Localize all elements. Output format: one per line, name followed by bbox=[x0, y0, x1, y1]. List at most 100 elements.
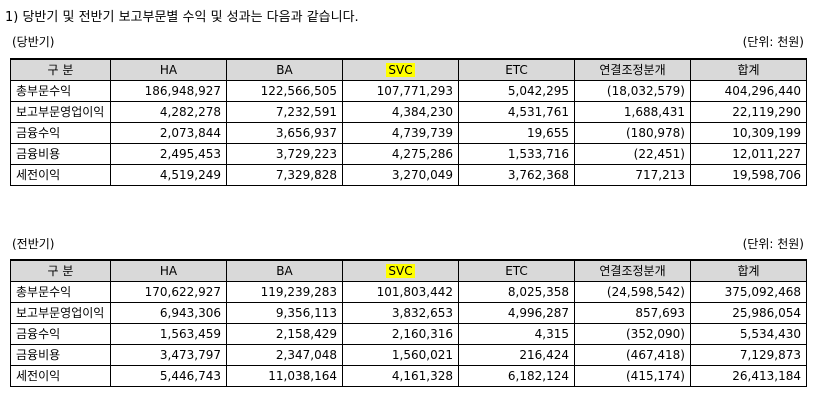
adjustment-value: (415,174) bbox=[574, 364, 691, 387]
current-period-table: 구 분 HA BA SVC ETC 연결조정분개 합계 총부문수익 186,948… bbox=[10, 58, 807, 186]
total-value: 26,413,184 bbox=[690, 364, 807, 387]
svc-value: 4,161,328 bbox=[342, 364, 459, 387]
total-value: 12,011,227 bbox=[690, 142, 807, 165]
adjustment-value: (22,451) bbox=[574, 142, 691, 165]
header-consolidation-adjustment: 연결조정분개 bbox=[574, 259, 691, 282]
row-label: 총부문수익 bbox=[10, 79, 111, 102]
ba-value: 3,729,223 bbox=[226, 142, 343, 165]
ha-value: 170,622,927 bbox=[110, 280, 227, 303]
svc-value: 1,560,021 bbox=[342, 343, 459, 366]
row-label: 보고부문영업이익 bbox=[10, 301, 111, 324]
adjustment-value: (180,978) bbox=[574, 121, 691, 144]
header-consolidation-adjustment: 연결조정분개 bbox=[574, 58, 691, 81]
table-header-row: 구 분 HA BA SVC ETC 연결조정분개 합계 bbox=[10, 259, 807, 282]
ha-value: 2,073,844 bbox=[110, 121, 227, 144]
table-row: 세전이익 5,446,743 11,038,164 4,161,328 6,182,12… bbox=[10, 364, 807, 387]
adjustment-value: 717,213 bbox=[574, 163, 691, 186]
svc-value: 4,275,286 bbox=[342, 142, 459, 165]
etc-value: 19,655 bbox=[458, 121, 575, 144]
total-value: 25,986,054 bbox=[690, 301, 807, 324]
table-header-row: 구 분 HA BA SVC ETC 연결조정분개 합계 bbox=[10, 58, 807, 81]
svc-value: 4,384,230 bbox=[342, 100, 459, 123]
etc-value: 4,531,761 bbox=[458, 100, 575, 123]
ba-value: 7,232,591 bbox=[226, 100, 343, 123]
ba-value: 122,566,505 bbox=[226, 79, 343, 102]
ha-value: 186,948,927 bbox=[110, 79, 227, 102]
header-svc: SVC bbox=[342, 259, 459, 282]
header-ba: BA bbox=[226, 259, 343, 282]
row-label: 금융비용 bbox=[10, 343, 111, 366]
header-etc: ETC bbox=[458, 259, 575, 282]
adjustment-value: 857,693 bbox=[574, 301, 691, 324]
table-row: 보고부문영업이익 6,943,306 9,356,113 3,832,653 4,996… bbox=[10, 301, 807, 324]
previous-unit-label: (단위: 천원) bbox=[742, 237, 804, 251]
ha-value: 4,519,249 bbox=[110, 163, 227, 186]
adjustment-value: 1,688,431 bbox=[574, 100, 691, 123]
svc-value: 3,270,049 bbox=[342, 163, 459, 186]
etc-value: 6,182,124 bbox=[458, 364, 575, 387]
current-period-label: (당반기) bbox=[12, 35, 55, 49]
header-svc-highlight: SVC bbox=[386, 62, 415, 77]
svc-value: 101,803,442 bbox=[342, 280, 459, 303]
header-ha: HA bbox=[110, 259, 227, 282]
row-label: 총부문수익 bbox=[10, 280, 111, 303]
row-label: 금융수익 bbox=[10, 121, 111, 144]
etc-value: 4,996,287 bbox=[458, 301, 575, 324]
ha-value: 6,943,306 bbox=[110, 301, 227, 324]
adjustment-value: (18,032,579) bbox=[574, 79, 691, 102]
table-row: 금융수익 2,073,844 3,656,937 4,739,739 19,655 (18… bbox=[10, 121, 807, 144]
total-value: 22,119,290 bbox=[690, 100, 807, 123]
row-label: 세전이익 bbox=[10, 364, 111, 387]
etc-value: 216,424 bbox=[458, 343, 575, 366]
ba-value: 3,656,937 bbox=[226, 121, 343, 144]
header-ha: HA bbox=[110, 58, 227, 81]
svc-value: 107,771,293 bbox=[342, 79, 459, 102]
header-total: 합계 bbox=[690, 259, 807, 282]
current-unit-label: (단위: 천원) bbox=[742, 35, 804, 49]
ha-value: 3,473,797 bbox=[110, 343, 227, 366]
row-label: 금융수익 bbox=[10, 322, 111, 345]
total-value: 10,309,199 bbox=[690, 121, 807, 144]
ha-value: 4,282,278 bbox=[110, 100, 227, 123]
table-row: 총부문수익 186,948,927 122,566,505 107,771,293 5,… bbox=[10, 79, 807, 102]
page-heading: 1) 당반기 및 전반기 보고부문별 수익 및 성과는 다음과 같습니다. bbox=[5, 10, 359, 25]
header-svc: SVC bbox=[342, 58, 459, 81]
ba-value: 2,158,429 bbox=[226, 322, 343, 345]
row-label: 금융비용 bbox=[10, 142, 111, 165]
svc-value: 2,160,316 bbox=[342, 322, 459, 345]
total-value: 19,598,706 bbox=[690, 163, 807, 186]
header-etc: ETC bbox=[458, 58, 575, 81]
previous-period-table: 구 분 HA BA SVC ETC 연결조정분개 합계 총부문수익 170,622… bbox=[10, 259, 807, 387]
header-total: 합계 bbox=[690, 58, 807, 81]
header-ba: BA bbox=[226, 58, 343, 81]
ha-value: 2,495,453 bbox=[110, 142, 227, 165]
ha-value: 5,446,743 bbox=[110, 364, 227, 387]
adjustment-value: (467,418) bbox=[574, 343, 691, 366]
total-value: 404,296,440 bbox=[690, 79, 807, 102]
table-row: 금융비용 3,473,797 2,347,048 1,560,021 216,424 (4… bbox=[10, 343, 807, 366]
previous-period-label: (전반기) bbox=[12, 237, 55, 251]
table-row: 총부문수익 170,622,927 119,239,283 101,803,442 8,… bbox=[10, 280, 807, 303]
etc-value: 1,533,716 bbox=[458, 142, 575, 165]
etc-value: 8,025,358 bbox=[458, 280, 575, 303]
header-segment: 구 분 bbox=[10, 259, 111, 282]
ba-value: 7,329,828 bbox=[226, 163, 343, 186]
svc-value: 3,832,653 bbox=[342, 301, 459, 324]
header-segment: 구 분 bbox=[10, 58, 111, 81]
total-value: 7,129,873 bbox=[690, 343, 807, 366]
ha-value: 1,563,459 bbox=[110, 322, 227, 345]
ba-value: 9,356,113 bbox=[226, 301, 343, 324]
header-svc-highlight: SVC bbox=[386, 263, 415, 278]
table-row: 세전이익 4,519,249 7,329,828 3,270,049 3,762,368… bbox=[10, 163, 807, 186]
total-value: 375,092,468 bbox=[690, 280, 807, 303]
etc-value: 4,315 bbox=[458, 322, 575, 345]
total-value: 5,534,430 bbox=[690, 322, 807, 345]
ba-value: 119,239,283 bbox=[226, 280, 343, 303]
ba-value: 11,038,164 bbox=[226, 364, 343, 387]
svc-value: 4,739,739 bbox=[342, 121, 459, 144]
etc-value: 3,762,368 bbox=[458, 163, 575, 186]
etc-value: 5,042,295 bbox=[458, 79, 575, 102]
row-label: 세전이익 bbox=[10, 163, 111, 186]
adjustment-value: (24,598,542) bbox=[574, 280, 691, 303]
table-row: 금융비용 2,495,453 3,729,223 4,275,286 1,533,716… bbox=[10, 142, 807, 165]
